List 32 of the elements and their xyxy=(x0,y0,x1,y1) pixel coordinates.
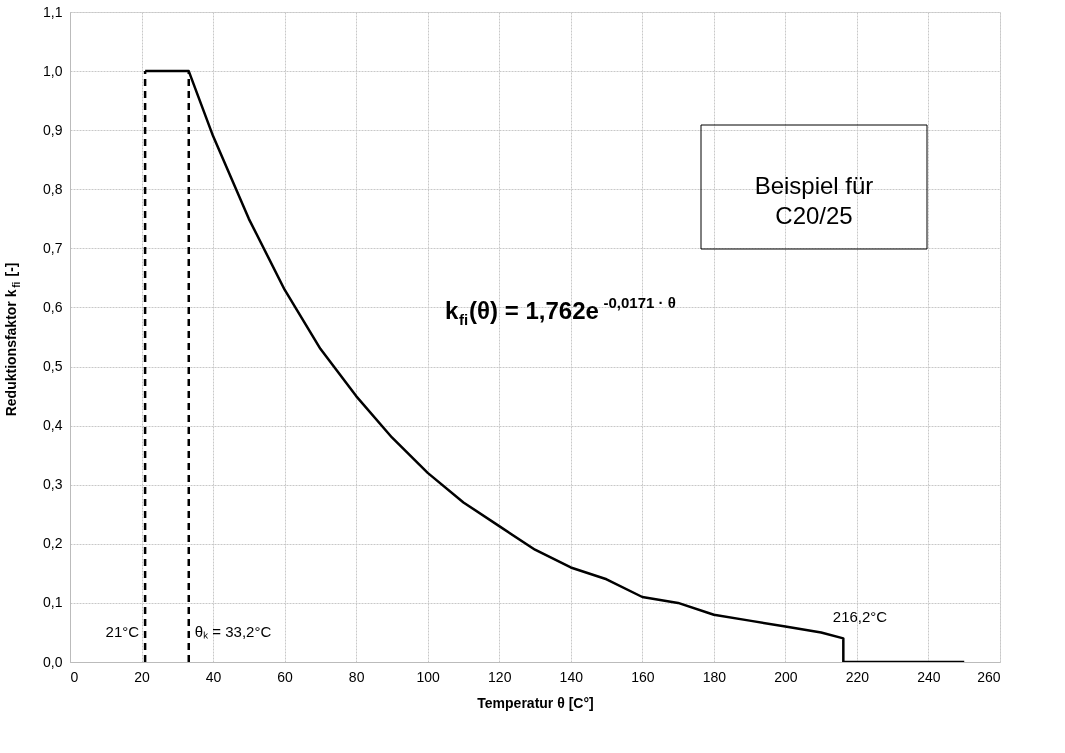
x-tick-label: 60 xyxy=(277,668,294,685)
x-tick-label: 120 xyxy=(488,668,512,685)
y-tick-label: 0,7 xyxy=(43,239,63,256)
x-tick-label: 240 xyxy=(917,668,941,685)
x-tick-label: 260 xyxy=(977,668,1001,685)
x-tick-label: 160 xyxy=(631,668,655,685)
y-tick-label: 0,9 xyxy=(43,121,63,138)
y-tick-label: 0,8 xyxy=(43,180,63,197)
annotation: Beispiel für C20/25 xyxy=(754,172,874,229)
y-tick-label: 0,6 xyxy=(43,298,63,315)
x-tick-label: 100 xyxy=(416,668,441,685)
x-tick-label: 40 xyxy=(205,668,222,685)
x-tick-label: 140 xyxy=(559,668,584,685)
x-tick-label: 200 xyxy=(774,668,798,685)
annotation: 21°C xyxy=(105,623,140,641)
x-tick-label: 180 xyxy=(702,668,727,685)
y-tick-label: 0,5 xyxy=(43,358,63,375)
y-tick-label: 0,1 xyxy=(43,594,63,611)
x-tick-label: 20 xyxy=(134,668,151,685)
y-tick-label: 0,4 xyxy=(43,417,63,434)
y-tick-label: 0,2 xyxy=(43,535,63,552)
x-tick-label: 0 xyxy=(70,668,79,685)
y-axis-title: Reduktionsfaktor kfi [-] xyxy=(3,262,22,417)
y-tick-label: 0,3 xyxy=(43,476,63,493)
x-tick-label: 80 xyxy=(348,668,365,685)
y-tick-label: 1,1 xyxy=(43,3,63,20)
x-tick-label: 220 xyxy=(845,668,870,685)
annotation: 216,2°C xyxy=(832,608,888,625)
x-axis-title: Temperatur θ [C°] xyxy=(477,694,594,711)
y-tick-label: 0,0 xyxy=(43,653,63,670)
y-tick-label: 1,0 xyxy=(43,62,63,79)
annotation: θₖ = 33,2°C xyxy=(194,623,272,641)
